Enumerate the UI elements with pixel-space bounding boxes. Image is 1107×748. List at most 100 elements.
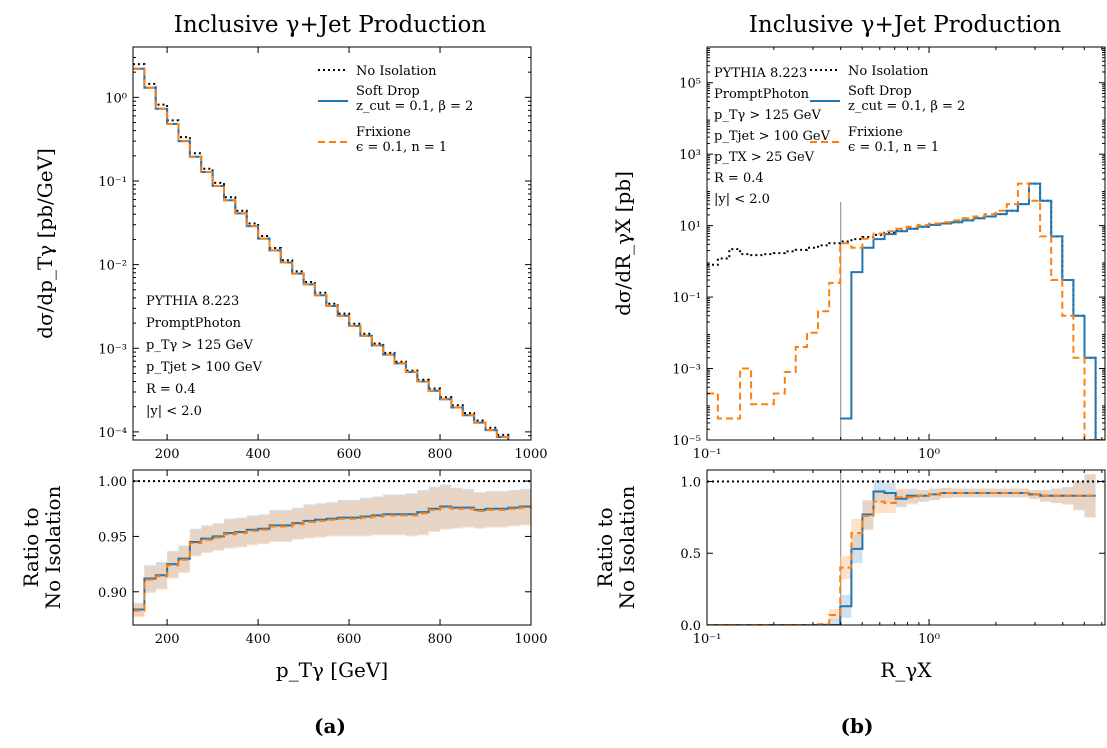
legend-softdrop-label: Soft Drop [356, 84, 420, 99]
legend-noiso-label: No Isolation [356, 64, 437, 79]
annotation-line: p_Tjet > 100 GeV [714, 129, 831, 144]
y-tick-label: 1.00 [98, 475, 127, 490]
y-tick-label: 10⁻⁴ [98, 426, 127, 441]
x-tick-label: 10⁻¹ [693, 447, 722, 462]
frixione-band [817, 622, 830, 625]
legend-frixione-params: ϵ = 0.1, n = 1 [848, 140, 939, 155]
plot-area [133, 63, 510, 440]
x-axis-label: p_Tγ [GeV] [276, 658, 388, 682]
x-tick-label: 800 [428, 632, 453, 647]
frixione-ratio-line [707, 492, 1096, 625]
panel-a-main-plot: 200 400 600 800 1000 10⁻⁴ 10⁻³ 10⁻² 10⁻¹ 10⁰ dσ/dp… [33, 46, 548, 462]
frixione-band [223, 519, 236, 549]
annotation-line: p_Tγ > 125 GeV [146, 338, 253, 353]
x-tick-label: 600 [337, 632, 362, 647]
frixione-band [383, 495, 395, 536]
legend-softdrop-params: z_cut = 0.1, β = 2 [356, 99, 473, 114]
panel-a-label: (a) [314, 714, 346, 738]
y-tick-label: 10⁰ [105, 91, 127, 106]
annotation-line: PromptPhoton [146, 316, 242, 331]
frixione-ratio-line [133, 506, 531, 612]
softdrop-band [829, 619, 841, 625]
y-tick-label: 0.5 [680, 547, 701, 562]
legend-frixione-label: Frixione [356, 125, 411, 140]
annotation-line: PromptPhoton [714, 87, 810, 102]
plot-area [707, 470, 1105, 625]
panel-b-title: Inclusive γ+Jet Production [749, 12, 1062, 38]
y-tick-label: 10⁻¹ [98, 175, 127, 190]
annotation-line: p_TX > 25 GeV [714, 150, 815, 165]
noiso-series-line [707, 182, 1105, 440]
panel-a: Inclusive γ+Jet Production 200 400 600 800 1… [19, 12, 548, 738]
plot-area [707, 182, 1105, 440]
x-tick-label: 1000 [514, 632, 547, 647]
frixione-band [451, 488, 463, 529]
y-axis-label: dσ/dR_γX [pb] [611, 171, 635, 316]
x-tick-label: 800 [428, 447, 453, 462]
annotation-line: p_Tγ > 125 GeV [714, 108, 821, 123]
frixione-band [462, 489, 475, 528]
annotation-line: R = 0.4 [146, 382, 196, 397]
frixione-band [167, 551, 179, 579]
frixione-band [394, 495, 406, 536]
frixione-band [360, 498, 372, 537]
frixione-band [235, 518, 247, 548]
ratio-y-axis-label: Ratio to [19, 507, 43, 587]
annotation-line: PYTHIA 8.223 [146, 294, 239, 309]
panel-b: Inclusive γ+Jet Production 10⁻¹ 10⁰10⁻⁵10… [593, 12, 1106, 738]
y-tick-label: 1.0 [680, 475, 701, 490]
y-tick-label: 0.0 [680, 619, 701, 634]
plot-frame [132, 469, 532, 626]
legend-softdrop-label: Soft Drop [848, 84, 912, 99]
softdrop-ratio-line [707, 490, 1096, 625]
frixione-band [519, 489, 531, 526]
plot-frame [706, 46, 1106, 441]
y-tick-label: 10⁻² [98, 259, 127, 274]
frixione-band [155, 563, 168, 590]
ratio-y-axis-label: No Isolation [41, 485, 65, 609]
x-tick-label: 400 [246, 632, 271, 647]
x-tick-label: 10⁰ [918, 632, 940, 647]
y-tick-label: 10⁻⁵ [672, 434, 701, 449]
legend-softdrop-params: z_cut = 0.1, β = 2 [848, 99, 965, 114]
x-tick-label: 600 [337, 447, 362, 462]
panel-b-main-plot: 10⁻¹ 10⁰ 10⁻⁵ 10⁻³ 10⁻¹ 10¹ 10³ 10⁵ dσ/dR_γX [pb… [611, 46, 1106, 462]
softdrop-ratio-line [133, 505, 531, 611]
frixione-series-line [133, 67, 510, 440]
frixione-band [840, 556, 852, 580]
y-tick-label: 10⁻³ [672, 363, 701, 378]
annotation-line: |y| < 2.0 [714, 192, 770, 207]
annotation-line: R = 0.4 [714, 171, 764, 186]
plot-frame [706, 469, 1106, 626]
plot-area [133, 480, 531, 618]
annotation-line: PYTHIA 8.223 [714, 66, 807, 81]
legend-noiso-label: No Isolation [848, 64, 929, 79]
legend-frixione-label: Frixione [848, 125, 903, 140]
x-tick-label: 10⁻¹ [693, 632, 722, 647]
ratio-y-axis-label: Ratio to [593, 507, 617, 587]
x-axis-label: R_γX [880, 658, 932, 682]
y-tick-label: 10⁵ [679, 77, 701, 92]
frixione-band [873, 490, 885, 514]
frixione-series-line [707, 182, 1105, 440]
panel-b-label: (b) [841, 714, 874, 738]
y-tick-label: 10¹ [679, 220, 701, 235]
frixione-band [851, 518, 863, 548]
legend-frixione-params: ϵ = 0.1, n = 1 [356, 140, 447, 155]
x-tick-label: 200 [155, 632, 180, 647]
x-tick-label: 1000 [514, 447, 547, 462]
frixione-band [405, 494, 418, 537]
panel-a-title: Inclusive γ+Jet Production [174, 12, 487, 38]
y-tick-label: 10³ [679, 148, 701, 163]
frixione-band [189, 529, 202, 557]
frixione-band [371, 497, 384, 536]
frixione-band [440, 485, 452, 530]
frixione-band [292, 508, 304, 540]
plot-frame [132, 46, 532, 441]
x-tick-label: 10⁰ [918, 447, 940, 462]
